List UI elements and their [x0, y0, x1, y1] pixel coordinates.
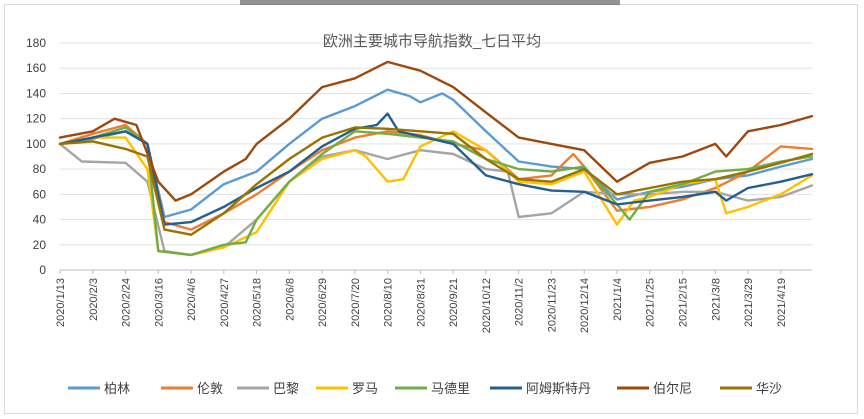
legend-item: 柏林	[68, 381, 130, 396]
x-tick-label: 2020/10/12	[481, 278, 493, 333]
series-lines	[58, 60, 814, 257]
x-tick-label: 2020/2/3	[88, 278, 100, 321]
legend-label: 柏林	[104, 381, 130, 396]
x-tick-label: 2020/7/20	[350, 278, 362, 327]
x-tick-label: 2021/3/8	[710, 278, 722, 321]
series-line-5	[58, 112, 814, 226]
x-tick-label: 2020/6/29	[317, 278, 329, 327]
x-axis: 2020/1/13 2020/2/3 2020/2/24 2020/3/16 2020/…	[55, 270, 788, 333]
legend-label: 阿姆斯特丹	[526, 381, 591, 396]
y-tick-label: 100	[26, 137, 46, 151]
chart-title: 欧洲主要城市导航指数_七日平均	[323, 33, 541, 50]
legend-item: 华沙	[720, 381, 782, 396]
legend-item: 罗马	[316, 381, 378, 396]
y-tick-label: 20	[33, 238, 47, 252]
series-line-4	[58, 126, 814, 257]
grid-lines	[60, 42, 812, 271]
x-tick-label: 2021/1/4	[612, 278, 624, 321]
legend-label: 巴黎	[273, 381, 299, 396]
x-tick-label: 2020/11/2	[514, 278, 526, 326]
x-tick-label: 2020/4/27	[219, 278, 231, 327]
legend-label: 华沙	[756, 381, 782, 396]
x-tick-label: 2020/9/21	[448, 278, 460, 327]
y-tick-label: 80	[33, 162, 47, 176]
x-tick-label: 2021/1/25	[645, 278, 657, 327]
legend-item: 伦敦	[161, 381, 223, 396]
legend-item: 伯尔尼	[617, 381, 692, 396]
legend-label: 马德里	[431, 381, 470, 396]
x-tick-label: 2020/8/10	[383, 278, 395, 327]
cropped-header-bar	[240, 0, 620, 5]
x-tick-label: 2021/2/15	[678, 278, 690, 327]
x-tick-label: 2021/3/29	[743, 278, 755, 327]
legend-item: 阿姆斯特丹	[490, 381, 591, 396]
x-tick-label: 2020/8/31	[415, 278, 427, 327]
x-tick-label: 2020/3/16	[153, 278, 165, 327]
legend: 柏林 伦敦 巴黎 罗马 马德里 阿姆斯特丹 伯尔尼 华沙	[68, 381, 782, 396]
y-tick-label: 180	[26, 36, 46, 50]
x-tick-label: 2020/6/8	[284, 278, 296, 321]
series-line-7	[58, 126, 814, 236]
legend-label: 伯尔尼	[653, 381, 692, 396]
legend-item: 马德里	[395, 381, 470, 396]
x-tick-label: 2020/5/18	[252, 278, 264, 327]
legend-label: 伦敦	[197, 381, 223, 396]
y-tick-label: 60	[33, 187, 47, 201]
legend-label: 罗马	[352, 381, 378, 396]
y-tick-label: 160	[26, 61, 46, 75]
y-tick-label: 0	[39, 263, 46, 277]
x-tick-label: 2020/12/14	[579, 278, 591, 333]
y-tick-label: 120	[26, 112, 46, 126]
x-tick-label: 2020/4/6	[186, 278, 198, 321]
x-tick-label: 2020/1/13	[55, 278, 67, 327]
y-tick-label: 140	[26, 86, 46, 100]
series-line-6	[58, 60, 814, 202]
y-tick-label: 40	[33, 213, 47, 227]
y-axis: 0 20 40 60 80 100 120 140 160 180	[26, 36, 46, 277]
legend-item: 巴黎	[237, 381, 299, 396]
x-tick-label: 2020/2/24	[121, 278, 133, 327]
x-tick-label: 2020/11/23	[546, 278, 558, 332]
x-tick-label: 2021/4/19	[776, 278, 788, 327]
